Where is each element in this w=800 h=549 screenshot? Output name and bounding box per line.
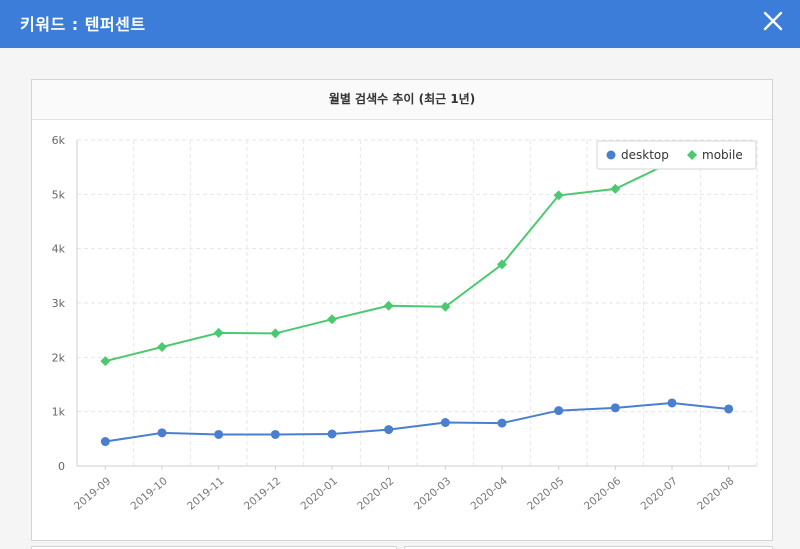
data-point-desktop: [554, 406, 564, 416]
data-point-desktop: [214, 429, 224, 439]
series-line-mobile: [105, 149, 729, 363]
legend-label-mobile: mobile: [702, 148, 743, 162]
y-axis-ticks: 0 1k 2k 3k 4k 5k 6k: [52, 134, 66, 473]
close-button[interactable]: [758, 6, 788, 36]
modal-title: 키워드 : 텐퍼센트: [20, 15, 146, 34]
chart-grid: [77, 139, 758, 466]
data-point-desktop: [327, 429, 337, 439]
data-point-mobile: [610, 183, 621, 194]
data-point-desktop: [270, 429, 280, 439]
close-icon: [763, 11, 783, 31]
series-desktop: [100, 398, 734, 447]
bottom-panel-right: [404, 546, 773, 549]
x-tick-label: 2020-02: [355, 475, 396, 512]
data-point-desktop: [724, 404, 734, 414]
x-axis-ticks: 2019-09 2019-10 2019-11 2019-12 2020-01 2020-…: [72, 466, 737, 513]
y-tick-label: 6k: [52, 134, 66, 147]
y-tick-label: 0: [58, 460, 65, 473]
modal-header: 키워드 : 텐퍼센트: [0, 0, 800, 48]
x-tick-label: 2020-05: [525, 475, 566, 512]
data-point-mobile: [100, 356, 111, 367]
y-tick-label: 3k: [52, 297, 66, 310]
legend-marker-desktop: [606, 150, 616, 160]
y-tick-label: 4k: [52, 243, 66, 256]
data-point-desktop: [384, 425, 394, 435]
chart-panel-title: 월별 검색수 추이 (최근 1년): [32, 80, 772, 120]
chart-series: [100, 145, 734, 447]
data-point-desktop: [610, 403, 620, 413]
data-point-desktop: [497, 418, 507, 428]
data-point-mobile: [497, 259, 507, 270]
data-point-mobile: [553, 190, 564, 201]
x-tick-label: 2020-01: [299, 475, 340, 512]
y-tick-label: 5k: [52, 188, 66, 201]
x-tick-label: 2020-06: [582, 475, 624, 513]
chart-legend: desktop mobile: [596, 140, 757, 170]
chart-area: 0 1k 2k 3k 4k 5k 6k 2019-09 2019-10 2019-11 2019-…: [32, 120, 772, 544]
data-point-mobile: [213, 327, 224, 338]
y-tick-label: 1k: [52, 406, 66, 419]
x-tick-label: 2019-10: [129, 475, 170, 512]
legend-box: [596, 140, 757, 170]
data-point-mobile: [440, 301, 451, 312]
series-line-desktop: [105, 401, 729, 443]
data-point-desktop: [100, 437, 110, 447]
x-tick-label: 2019-09: [72, 475, 113, 512]
data-point-mobile: [327, 314, 337, 325]
legend-label-desktop: desktop: [621, 148, 669, 162]
x-tick-label: 2020-04: [469, 475, 511, 513]
chart-panel: 월별 검색수 추이 (최근 1년) 0 1k 2k 3k 4k 5k 6k 2019-09 2…: [31, 79, 773, 541]
x-tick-label: 2019-12: [242, 475, 283, 512]
data-point-mobile: [383, 300, 394, 311]
data-point-mobile: [270, 328, 281, 339]
chart-axes: [76, 140, 757, 467]
bottom-panel-left: [31, 546, 397, 549]
data-point-desktop: [440, 418, 450, 428]
data-point-mobile: [157, 342, 167, 353]
y-tick-label: 2k: [52, 351, 66, 364]
data-point-desktop: [667, 398, 677, 408]
x-tick-label: 2020-03: [412, 475, 453, 512]
x-tick-label: 2019-11: [185, 475, 226, 512]
x-tick-label: 2020-08: [695, 475, 736, 512]
legend-marker-mobile: [687, 150, 697, 160]
data-point-desktop: [157, 428, 167, 438]
x-tick-label: 2020-07: [639, 475, 680, 512]
